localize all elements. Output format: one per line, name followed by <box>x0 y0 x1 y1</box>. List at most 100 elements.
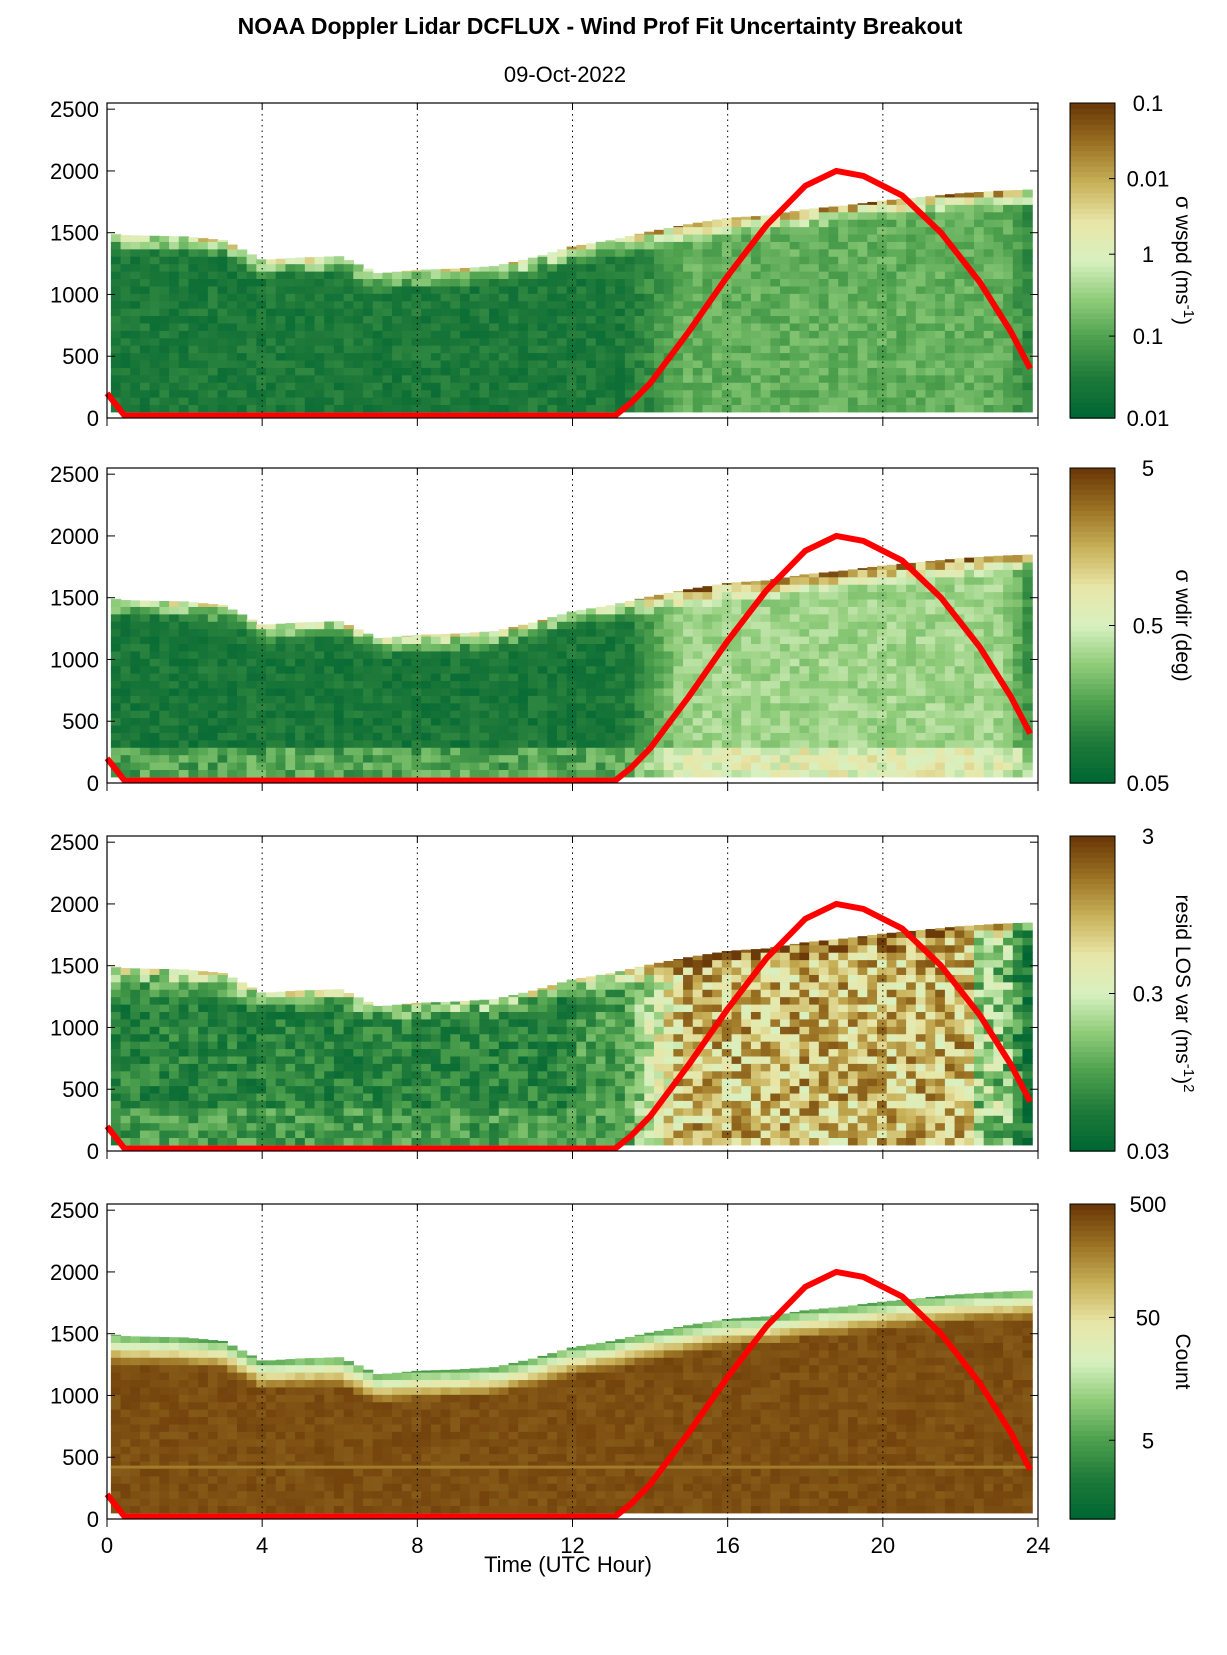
heatmap-cell <box>149 330 160 339</box>
heatmap-cell <box>508 658 519 667</box>
heatmap-cell <box>130 389 141 398</box>
heatmap-cell <box>818 300 830 309</box>
heatmap-cell <box>925 695 936 704</box>
heatmap-cell <box>295 636 306 645</box>
heatmap-cell <box>964 584 975 593</box>
heatmap-cell <box>139 1100 151 1109</box>
heatmap-cell <box>178 695 190 704</box>
heatmap-cell <box>217 374 228 383</box>
heatmap-cell <box>275 359 287 368</box>
heatmap-cell <box>731 217 742 220</box>
heatmap-cell <box>227 769 238 778</box>
heatmap-cell <box>983 271 994 280</box>
heatmap-cell <box>954 591 965 600</box>
heatmap-cell <box>120 330 131 339</box>
heatmap-cell <box>421 634 432 637</box>
heatmap-cell <box>770 256 781 265</box>
heatmap-cell <box>421 374 432 383</box>
heatmap-cell <box>576 710 587 719</box>
heatmap-cell <box>954 673 965 682</box>
heatmap-cell <box>547 337 558 346</box>
heatmap-cell <box>139 1048 151 1057</box>
heatmap-cell <box>1012 673 1024 682</box>
heatmap-cell <box>595 322 607 331</box>
heatmap-cell <box>401 717 413 726</box>
heatmap-cell <box>1012 621 1024 630</box>
heatmap-cell <box>198 621 209 630</box>
heatmap-cell <box>750 389 762 398</box>
heatmap-cell <box>644 231 655 235</box>
heatmap-cell <box>198 330 209 339</box>
heatmap-cell <box>896 710 907 719</box>
heatmap-cell <box>867 345 878 354</box>
y-tick-label: 500 <box>62 344 99 369</box>
heatmap-cell <box>178 762 190 771</box>
heatmap-cell <box>372 754 384 763</box>
heatmap-cell <box>518 271 529 280</box>
heatmap-cell <box>110 613 122 622</box>
heatmap-cell <box>149 293 160 302</box>
heatmap-cell <box>469 315 480 324</box>
heatmap-cell <box>770 285 781 294</box>
heatmap-cell <box>421 636 432 645</box>
heatmap-cell <box>130 1070 141 1079</box>
heatmap-cell <box>236 643 248 652</box>
heatmap-cell <box>721 352 733 361</box>
heatmap-cell <box>877 598 888 607</box>
heatmap-cell <box>964 621 975 630</box>
heatmap-cell <box>498 345 510 354</box>
heatmap-cell <box>489 747 500 756</box>
heatmap-cell <box>246 254 257 257</box>
heatmap-cell <box>518 404 529 413</box>
heatmap-cell <box>169 643 180 652</box>
heatmap-cell <box>266 389 277 398</box>
heatmap-cell <box>149 600 160 607</box>
heatmap-cell <box>266 330 277 339</box>
heatmap-cell <box>770 308 781 317</box>
heatmap-cell <box>983 576 994 585</box>
heatmap-cell <box>440 359 451 368</box>
heatmap-cell <box>586 717 597 726</box>
heatmap-cell <box>110 702 122 711</box>
colorbar-step <box>1070 662 1115 669</box>
heatmap-cell <box>401 315 413 324</box>
heatmap-cell <box>653 724 665 733</box>
heatmap-cell <box>935 710 946 719</box>
heatmap-cell <box>925 621 936 630</box>
heatmap-cell <box>586 256 597 265</box>
heatmap-cell <box>750 754 762 763</box>
heatmap-cell <box>993 190 1004 198</box>
heatmap-cell <box>935 673 946 682</box>
heatmap-cell <box>683 233 694 242</box>
heatmap-cell <box>692 256 704 265</box>
heatmap-cell <box>227 308 238 317</box>
heatmap-cell <box>944 404 956 413</box>
heatmap-cell <box>198 732 209 741</box>
heatmap-cell <box>139 300 151 309</box>
heatmap-cell <box>973 389 985 398</box>
heatmap-cell <box>266 337 277 346</box>
heatmap-cell <box>537 352 548 361</box>
heatmap-cell <box>847 233 859 242</box>
heatmap-cell <box>392 702 403 711</box>
heatmap-cell <box>169 308 180 317</box>
heatmap-cell <box>430 695 442 704</box>
heatmap-cell <box>624 665 636 674</box>
heatmap-cell <box>828 754 839 763</box>
heatmap-cell <box>857 337 868 346</box>
heatmap-cell <box>207 702 219 711</box>
heatmap-cell <box>624 236 636 242</box>
heatmap-cell <box>954 561 965 570</box>
heatmap-cell <box>624 367 636 376</box>
heatmap-cell <box>169 680 180 689</box>
heatmap-cell <box>333 330 345 339</box>
heatmap-cell <box>605 404 616 413</box>
heatmap-cell <box>634 397 645 406</box>
colorbar-step <box>1070 609 1115 616</box>
heatmap-cell <box>285 665 296 674</box>
heatmap-cell <box>847 226 859 235</box>
heatmap-cell <box>925 762 936 771</box>
heatmap-cell <box>867 739 878 748</box>
heatmap-cell <box>857 650 868 659</box>
heatmap-cell <box>944 613 956 622</box>
